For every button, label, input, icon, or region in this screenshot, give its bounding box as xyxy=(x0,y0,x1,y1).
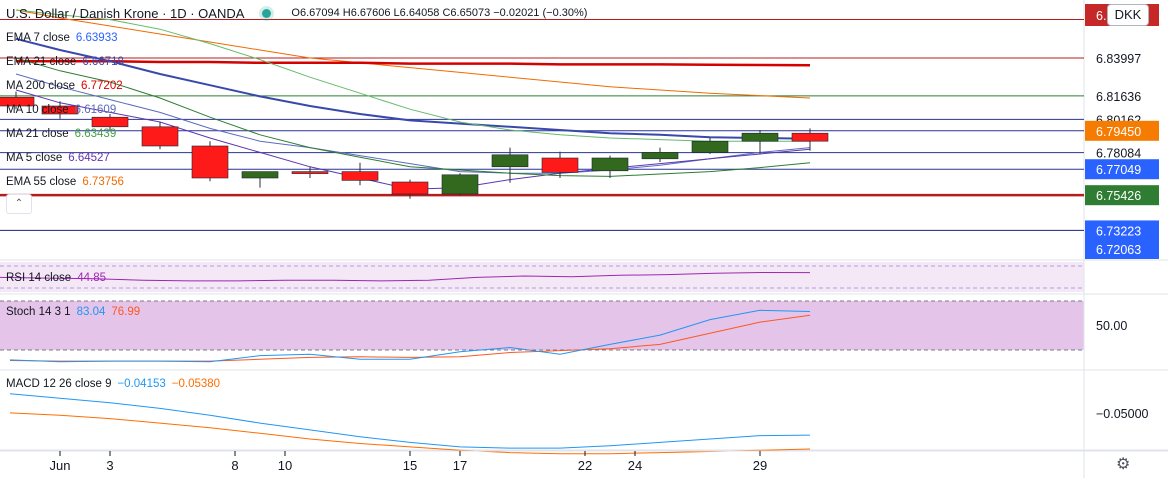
rsi-name: RSI 14 close xyxy=(6,272,72,284)
indicator-legend[interactable]: MA 10 close 6.61609 xyxy=(6,103,116,117)
price-axis-label: 6.73223 xyxy=(1096,224,1141,238)
price-axis-label: 6.79450 xyxy=(1096,125,1141,139)
candle[interactable] xyxy=(341,171,379,181)
price-axis-badge xyxy=(1085,220,1159,241)
stoch-legend[interactable]: Stoch 14 3 1 83.04 76.99 xyxy=(6,305,146,319)
stoch-k-line xyxy=(9,309,811,363)
price-axis-badge xyxy=(1085,120,1159,141)
candle[interactable] xyxy=(291,171,329,174)
x-axis-label: 8 xyxy=(231,458,238,473)
price-axis-badge xyxy=(1085,159,1159,180)
stoch-name: Stoch 14 3 1 xyxy=(6,306,71,318)
x-axis-label: 15 xyxy=(403,458,417,473)
indicator-legend[interactable]: MA 21 close 6.63439 xyxy=(6,127,116,141)
currency-button[interactable]: DKK xyxy=(1107,4,1149,26)
indicator-name: EMA 7 close xyxy=(6,32,70,44)
candle[interactable] xyxy=(191,145,229,179)
candle[interactable] xyxy=(641,152,679,160)
candle[interactable] xyxy=(91,116,129,128)
ma21-line xyxy=(15,9,810,142)
stoch-value: 76.99 xyxy=(111,306,141,318)
price-axis-label: 6.77049 xyxy=(1096,163,1141,177)
market-status-dot xyxy=(262,8,272,18)
indicator-name: EMA 21 close xyxy=(6,56,77,68)
settings-gear-icon[interactable]: ⚙ xyxy=(1116,456,1131,473)
indicator-value: 6.61609 xyxy=(74,104,117,116)
indicator-legend[interactable]: EMA 21 close 6.66718 xyxy=(6,55,124,69)
x-axis-label: Jun xyxy=(50,458,71,473)
price-axis-label: 6.78084 xyxy=(1096,147,1141,161)
indicator-name: MA 10 close xyxy=(6,104,69,116)
price-axis-label: 6.81636 xyxy=(1096,90,1141,104)
price-axis-label: 6.83997 xyxy=(1096,52,1141,66)
x-axis-label: 24 xyxy=(628,458,642,473)
candle[interactable] xyxy=(591,157,629,172)
macd-signal-line xyxy=(9,412,811,455)
x-axis-label: 22 xyxy=(578,458,592,473)
rsi-value: 44.85 xyxy=(77,272,106,284)
indicator-legend[interactable]: EMA 55 close 6.73756 xyxy=(6,175,124,189)
indicator-value: 6.64527 xyxy=(68,152,110,164)
price-axis-badge xyxy=(1085,238,1159,259)
price-axis-label: 6.75426 xyxy=(1096,189,1141,203)
indicator-name: MA 21 close xyxy=(6,128,69,140)
candle[interactable] xyxy=(541,157,579,173)
x-axis-label: 3 xyxy=(106,458,113,473)
indicator-legend[interactable]: MA 200 close 6.77202 xyxy=(6,79,123,93)
x-axis-label: 17 xyxy=(453,458,467,473)
indicator-value: 6.77202 xyxy=(81,80,123,92)
ma200-line xyxy=(16,59,811,67)
price-axis-badge xyxy=(1085,185,1159,206)
candle[interactable] xyxy=(41,105,79,115)
candle[interactable] xyxy=(741,132,779,142)
candle[interactable] xyxy=(391,181,429,195)
x-axis-label: 29 xyxy=(753,458,767,473)
macd-axis-label: −0.05000 xyxy=(1096,407,1149,421)
x-axis-label: 10 xyxy=(278,458,292,473)
indicator-value: 6.63439 xyxy=(74,128,117,140)
symbol-title[interactable]: U.S. Dollar / Danish Krone · 1D · OANDA xyxy=(6,5,245,21)
indicator-value: 6.73756 xyxy=(82,176,124,188)
indicator-value: 6.63933 xyxy=(75,32,118,44)
candle[interactable] xyxy=(241,171,279,179)
stoch-axis-label: 50.00 xyxy=(1096,319,1127,333)
ema55-line xyxy=(15,9,811,99)
rsi-band xyxy=(0,262,1084,292)
macd-legend[interactable]: MACD 12 26 close 9 −0.04153 −0.05380 xyxy=(6,377,226,391)
rsi-legend[interactable]: RSI 14 close 44.85 xyxy=(6,271,112,285)
stoch-value: 83.04 xyxy=(76,306,106,318)
indicator-value: 6.66718 xyxy=(82,56,124,68)
candle[interactable] xyxy=(491,154,529,168)
candle[interactable] xyxy=(141,126,179,147)
macd-value: −0.05380 xyxy=(171,378,221,390)
candle[interactable] xyxy=(691,140,729,153)
indicator-legend[interactable]: MA 5 close 6.64527 xyxy=(6,151,110,165)
macd-name: MACD 12 26 close 9 xyxy=(6,378,112,390)
macd-line xyxy=(9,393,811,449)
collapse-legend-button[interactable]: ⌃ xyxy=(6,194,32,214)
candle[interactable] xyxy=(0,96,35,107)
ma5-line xyxy=(15,89,811,190)
indicator-name: MA 5 close xyxy=(6,152,63,164)
stoch-band xyxy=(0,301,1084,350)
indicator-legend[interactable]: EMA 7 close 6.63933 xyxy=(6,31,118,45)
ma10-line xyxy=(15,73,811,174)
rsi-line xyxy=(0,271,811,282)
price-axis-label: 6.72063 xyxy=(1096,243,1141,257)
chart-header: U.S. Dollar / Danish Krone · 1D · OANDA … xyxy=(6,5,587,21)
candle[interactable] xyxy=(441,174,479,195)
ohlc-readout: O6.67094 H6.67606 L6.64058 C6.65073 −0.0… xyxy=(291,7,588,19)
indicator-name: MA 200 close xyxy=(6,80,76,92)
ema7_green-line xyxy=(15,57,811,177)
ema21-line xyxy=(15,37,811,140)
indicator-name: EMA 55 close xyxy=(6,176,77,188)
macd-value: −0.04153 xyxy=(117,378,166,390)
candle[interactable] xyxy=(791,132,829,142)
